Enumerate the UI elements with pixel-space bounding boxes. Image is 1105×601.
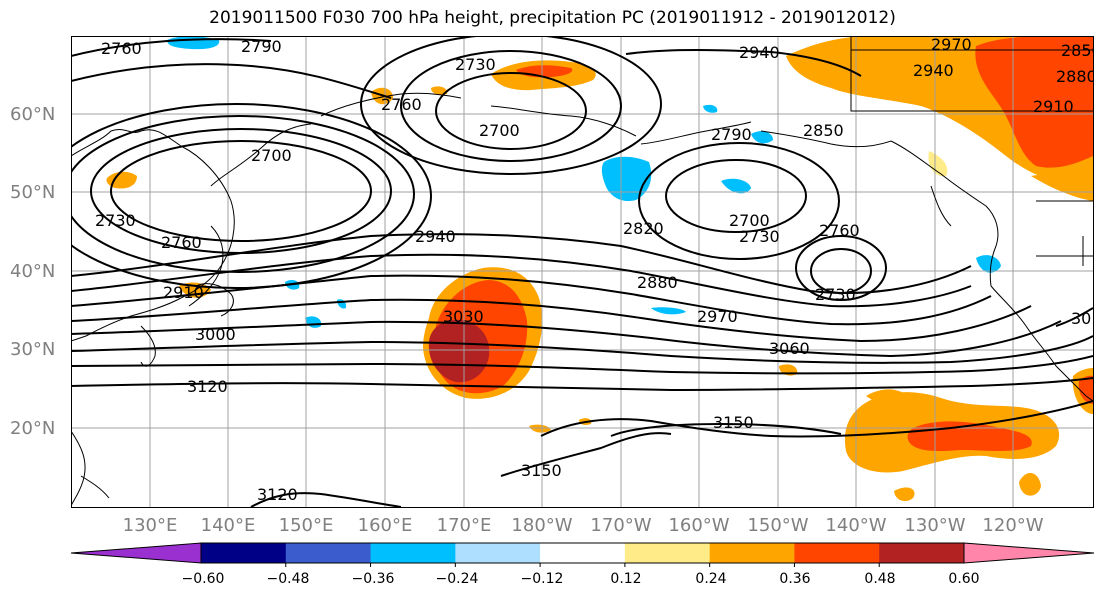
lon-label: 150°W [747, 515, 809, 536]
contour-label: 2760 [819, 221, 860, 240]
colorbar-tick-label: 0.36 [779, 571, 811, 587]
colorbar-cell [794, 543, 880, 563]
contour-label: 2970 [931, 36, 972, 54]
precip-strong-area [1078, 375, 1093, 404]
lon-label: 150°E [278, 515, 334, 536]
contour-label: 2760 [161, 233, 202, 252]
colorbar-tick-label: −0.48 [266, 571, 310, 587]
map-canvas: 2760 2790 2730 2700 2940 2970 2940 2850 … [71, 36, 1093, 507]
contour-label: 2910 [163, 283, 204, 302]
contour-label: 2730 [739, 227, 780, 246]
precip-negative-area [601, 156, 652, 202]
contour-label: 2700 [479, 121, 520, 140]
lon-label: 160°E [357, 515, 413, 536]
precip-strong-area [975, 36, 1093, 168]
contour-label: 2730 [95, 211, 136, 230]
colorbar-cell [624, 543, 711, 563]
lon-label: 120°W [982, 515, 1044, 536]
colorbar-frame [200, 542, 965, 564]
precip-negative-area [721, 178, 751, 194]
precip-positive-area [431, 86, 448, 95]
colorbar-cell [879, 543, 965, 563]
height-contours [71, 36, 1093, 507]
contour-label: 2790 [241, 37, 282, 56]
precip-negative-area [651, 307, 686, 315]
lat-label: 20°N [10, 418, 56, 439]
lat-label: 40°N [10, 261, 56, 282]
colorbar-cell [201, 543, 287, 563]
colorbar-cell [455, 543, 541, 563]
lat-label: 30°N [10, 339, 56, 360]
colorbar-tick-label: −0.36 [351, 571, 395, 587]
contour-label: 3000 [195, 325, 236, 344]
contour-label: 3150 [521, 461, 562, 480]
contour-label: 2880 [1056, 67, 1093, 86]
precip-positive-area [894, 487, 915, 502]
contour-label: 2760 [101, 39, 142, 58]
colorbar-tick-marks [285, 563, 880, 567]
colorbar-tick-label: −0.24 [435, 571, 479, 587]
precip-positive-area [928, 151, 948, 177]
contour-label: 2940 [739, 43, 780, 62]
contour-label: 3120 [257, 485, 298, 504]
lon-label: 160°W [668, 515, 730, 536]
contour-label: 2700 [251, 146, 292, 165]
lon-label: 130°W [904, 515, 966, 536]
contour-label: 3030 [443, 307, 484, 326]
lon-label: 170°E [436, 515, 492, 536]
colorbar-cell [370, 543, 456, 563]
lon-label: 140°W [825, 515, 887, 536]
contour-label: 2910 [1033, 97, 1074, 116]
lat-label: 50°N [10, 182, 56, 203]
precip-positive-area [1019, 472, 1041, 496]
colorbar-tick-label: 0.24 [695, 571, 727, 587]
lon-label: 140°E [200, 515, 256, 536]
precip-strongest-area [428, 319, 490, 383]
colorbar-tick-label: 0.60 [948, 571, 980, 587]
contour-label: 30 [1071, 309, 1091, 328]
contour-label: 2880 [637, 273, 678, 292]
precip-negative-area [305, 316, 322, 328]
contour-labels: 2760 2790 2730 2700 2940 2970 2940 2850 … [95, 36, 1093, 504]
precip-positive-area [866, 389, 909, 406]
colorbar-tick-label: 0.48 [864, 571, 896, 587]
colorbar-tick-label: −0.60 [181, 571, 225, 587]
precip-negative-area [703, 104, 718, 113]
colorbar-extend-min [70, 542, 202, 564]
precip-positive-area [106, 171, 137, 189]
colorbar [70, 542, 1095, 567]
precip-positive-area [529, 424, 551, 433]
colorbar-cells [70, 542, 1095, 564]
precip-moderate-area [1031, 174, 1093, 201]
colorbar-tick-label: −0.12 [520, 571, 564, 587]
colorbar-cell [709, 543, 795, 563]
colorbar-tick-label: 0.12 [610, 571, 642, 587]
lon-label: 180°W [511, 515, 573, 536]
contour-label: 2850 [1061, 41, 1093, 60]
precip-negative-area [976, 255, 1001, 273]
contour-label: 2970 [697, 307, 738, 326]
contour-label: 2700 [729, 211, 770, 230]
lon-label: 130°E [122, 515, 178, 536]
colorbar-cell [540, 543, 626, 563]
contour-label: 3150 [713, 413, 754, 432]
contour-label: 3120 [187, 377, 228, 396]
lat-label: 60°N [10, 104, 56, 125]
map-panel: 2760 2790 2730 2700 2940 2970 2940 2850 … [71, 36, 1093, 507]
contour-label: 2940 [415, 227, 456, 246]
map-title: 2019011500 F030 700 hPa height, precipit… [209, 8, 896, 28]
lon-label: 170°W [590, 515, 652, 536]
contour-label: 2820 [623, 219, 664, 238]
contour-label: 2760 [381, 95, 422, 114]
colorbar-extend-max [963, 542, 1095, 564]
colorbar-cell [285, 543, 372, 563]
precip-negative-area [337, 299, 347, 309]
contour-label: 3060 [769, 339, 810, 358]
contour-label: 2730 [455, 55, 496, 74]
contour-label: 2850 [803, 121, 844, 140]
contour-label: 2790 [711, 125, 752, 144]
precip-negative-area [751, 131, 773, 144]
contour-label: 2940 [913, 61, 954, 80]
contour-label: 2730 [815, 285, 856, 304]
